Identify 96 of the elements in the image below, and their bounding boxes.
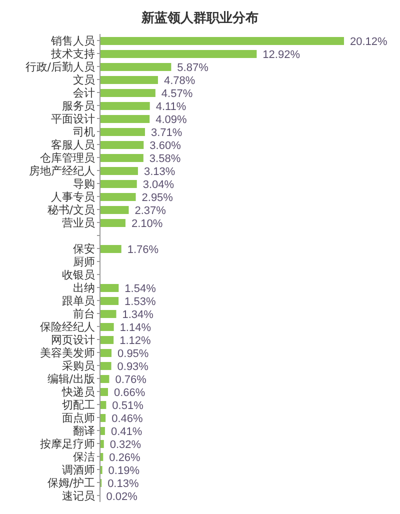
y-tick-label: 人事专员 — [51, 190, 95, 204]
data-label: 2.37% — [134, 204, 166, 217]
data-label: 3.04% — [142, 178, 174, 191]
data-label: 4.57% — [161, 88, 193, 100]
data-label: 0.41% — [110, 426, 142, 438]
y-tick-label: 会计 — [73, 86, 95, 100]
bar — [100, 180, 137, 188]
bar — [100, 245, 122, 253]
bar — [100, 323, 114, 331]
bar — [100, 128, 145, 136]
data-label: 0.26% — [109, 452, 141, 464]
bar — [100, 89, 156, 97]
bar — [100, 349, 112, 357]
data-label: 4.11% — [156, 100, 186, 113]
y-tick-label: 技术支持 — [50, 47, 95, 60]
y-tick-label: 翻译 — [73, 424, 95, 438]
y-tick-label: 按摩足疗师 — [40, 437, 95, 450]
data-label: 1.14% — [120, 322, 152, 334]
bar — [100, 154, 144, 162]
data-label: 1.12% — [120, 334, 151, 347]
y-tick-label: 平面设计 — [51, 112, 95, 126]
data-label: 2.10% — [131, 218, 163, 230]
bar — [100, 388, 108, 396]
bar — [100, 362, 112, 370]
bar — [100, 284, 119, 292]
bar — [100, 440, 104, 448]
y-tick-label: 保安 — [73, 242, 95, 256]
bar — [100, 102, 150, 110]
data-label: 0.76% — [115, 374, 147, 386]
bar — [100, 76, 158, 84]
bar — [100, 310, 116, 318]
y-tick-label: 营业员 — [62, 216, 95, 230]
y-tick-label: 编辑/出版 — [47, 372, 95, 386]
bar — [100, 167, 138, 175]
y-tick-label: 文员 — [73, 73, 95, 86]
y-tick-label: 速记员 — [62, 489, 95, 502]
y-tick-label: 网页设计 — [51, 333, 95, 346]
data-label: 4.78% — [164, 74, 196, 87]
bar — [100, 193, 136, 201]
y-tick-label: 保姆/护工 — [47, 476, 95, 490]
data-label: 2.95% — [142, 192, 174, 204]
y-tick-label: 调酒师 — [62, 463, 95, 476]
bar — [100, 37, 344, 45]
data-label: 3.58% — [149, 152, 181, 165]
bar — [100, 427, 105, 435]
bar — [100, 297, 119, 305]
y-tick-label: 秘书/文员 — [47, 203, 95, 216]
y-tick-label: 前台 — [73, 307, 95, 320]
data-label: 0.66% — [114, 386, 146, 399]
data-label: 0.13% — [108, 478, 139, 490]
bar — [100, 141, 144, 149]
y-tick-label: 面点师 — [62, 411, 95, 424]
data-label: 3.60% — [150, 140, 182, 152]
y-tick-label: 美容美发师 — [40, 346, 95, 360]
data-label: 0.46% — [112, 412, 143, 425]
data-label: 0.51% — [112, 400, 144, 412]
y-tick-label: 行政/后勤人员 — [25, 60, 95, 74]
data-label: 0.93% — [117, 360, 149, 373]
data-label: 0.02% — [106, 490, 138, 503]
bar — [100, 219, 126, 227]
data-label: 0.95% — [118, 348, 149, 360]
bar — [100, 336, 114, 344]
y-tick-label: 服务员 — [62, 99, 95, 112]
y-tick-label: 跟单员 — [62, 294, 95, 308]
y-tick-label: 房地产经纪人 — [29, 164, 95, 178]
y-tick-label: 司机 — [73, 125, 95, 138]
data-label: 12.92% — [262, 48, 300, 61]
bar — [100, 206, 129, 214]
y-tick-label: 快递员 — [61, 385, 95, 398]
y-tick-label: 客服人员 — [51, 138, 95, 152]
data-label: 0.19% — [108, 464, 140, 477]
data-label: 3.13% — [144, 166, 176, 178]
y-tick-label: 仓库管理员 — [40, 151, 95, 164]
data-label: 1.53% — [124, 296, 156, 308]
y-tick-label: 收银员 — [62, 268, 95, 282]
data-label: 3.71% — [150, 126, 182, 139]
data-label: 1.54% — [124, 282, 156, 295]
data-label: 1.76% — [127, 244, 159, 256]
y-tick-label: 切配工 — [62, 398, 95, 412]
y-tick-label: 厨师 — [73, 255, 95, 268]
bar — [100, 375, 110, 383]
chart-title: 新蓝领人群职业分布 — [140, 10, 260, 28]
y-tick-label: 采购员 — [62, 359, 95, 372]
data-label: 20.12% — [350, 36, 388, 48]
bar — [100, 115, 150, 123]
bar — [100, 50, 257, 58]
data-label: 1.34% — [122, 308, 154, 321]
bar — [100, 63, 172, 71]
y-tick-label: 导购 — [73, 177, 95, 190]
y-tick-label: 销售人员 — [50, 34, 95, 48]
y-tick-label: 保险经纪人 — [40, 320, 95, 334]
data-label: 0.32% — [110, 438, 142, 451]
data-label: 4.09% — [156, 114, 188, 126]
data-label: 5.87% — [177, 62, 209, 74]
y-tick-label: 出纳 — [73, 281, 95, 294]
y-tick-label: 保洁 — [73, 450, 95, 464]
